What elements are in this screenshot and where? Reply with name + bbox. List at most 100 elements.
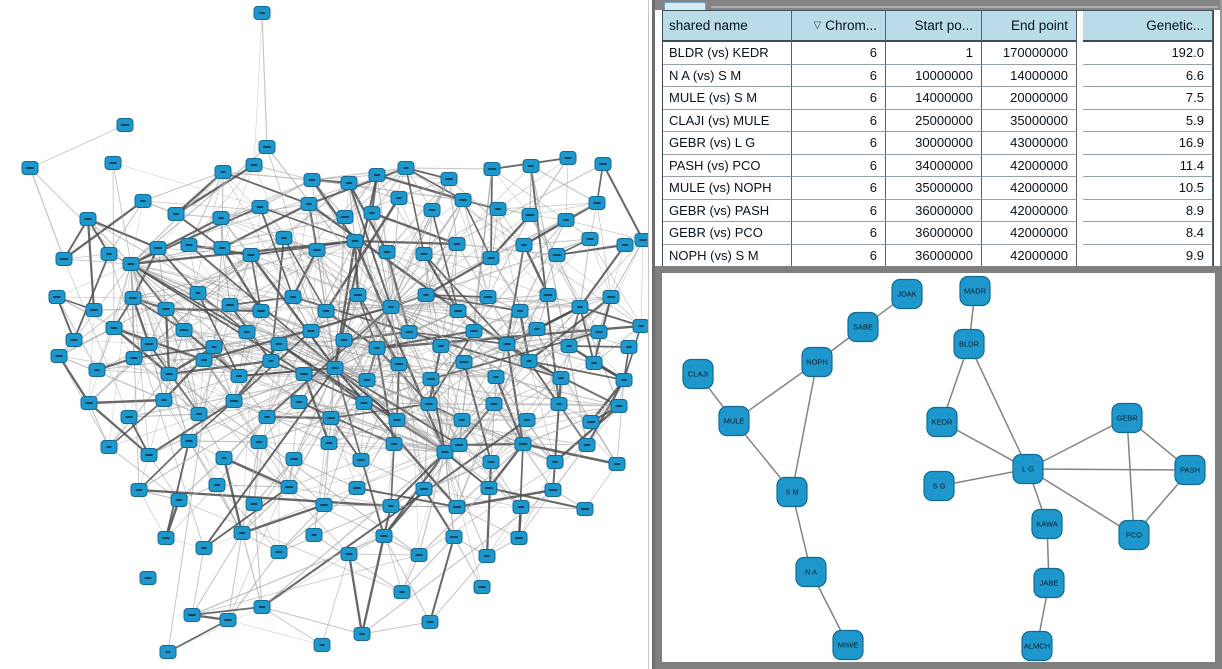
- network-node[interactable]: [258, 410, 276, 424]
- network-node-CLAJI[interactable]: CLAJI: [682, 358, 714, 390]
- network-node[interactable]: [326, 361, 344, 375]
- table-cell-chromosome[interactable]: 6: [792, 87, 886, 110]
- table-cell-start-position[interactable]: 35000000: [886, 177, 982, 200]
- network-node[interactable]: [189, 286, 207, 300]
- table-cell-start-position[interactable]: 14000000: [886, 87, 982, 110]
- network-node[interactable]: [544, 483, 562, 497]
- network-node[interactable]: [355, 396, 373, 410]
- table-cell-start-position[interactable]: 30000000: [886, 132, 982, 155]
- network-node[interactable]: [280, 480, 298, 494]
- network-node[interactable]: [230, 369, 248, 383]
- panel-divider[interactable]: [648, 0, 655, 669]
- table-cell-chromosome[interactable]: 6: [792, 64, 886, 87]
- network-node[interactable]: [55, 252, 73, 266]
- network-node[interactable]: [258, 140, 276, 154]
- network-node[interactable]: [581, 232, 599, 246]
- network-node[interactable]: [608, 457, 626, 471]
- network-node[interactable]: [417, 288, 435, 302]
- network-node[interactable]: [85, 303, 103, 317]
- network-node-SM[interactable]: S M: [776, 476, 808, 508]
- table-cell-chromosome[interactable]: 6: [792, 109, 886, 132]
- network-node[interactable]: [421, 615, 439, 629]
- network-node-BLDR[interactable]: BLDR: [953, 328, 985, 360]
- network-node[interactable]: [610, 399, 628, 413]
- network-node[interactable]: [124, 291, 142, 305]
- network-node[interactable]: [245, 497, 263, 511]
- table-cell-chromosome[interactable]: 6: [792, 222, 886, 245]
- network-node[interactable]: [546, 455, 564, 469]
- table-cell-end-point[interactable]: 42000000: [982, 177, 1077, 200]
- network-node[interactable]: [511, 304, 529, 318]
- main-network-canvas[interactable]: [0, 0, 648, 669]
- network-node[interactable]: [275, 231, 293, 245]
- table-cell-genetic-distance[interactable]: 8.4: [1083, 222, 1213, 245]
- network-node[interactable]: [100, 440, 118, 454]
- network-node[interactable]: [320, 436, 338, 450]
- network-node[interactable]: [515, 238, 533, 252]
- network-node[interactable]: [560, 339, 578, 353]
- table-cell-end-point[interactable]: 35000000: [982, 109, 1077, 132]
- network-node[interactable]: [139, 571, 157, 585]
- network-node[interactable]: [167, 207, 185, 221]
- network-node[interactable]: [410, 548, 428, 562]
- network-node[interactable]: [620, 340, 638, 354]
- table-cell-genetic-distance[interactable]: 7.5: [1083, 87, 1213, 110]
- network-node[interactable]: [213, 241, 231, 255]
- network-node[interactable]: [455, 355, 473, 369]
- network-node[interactable]: [363, 206, 381, 220]
- table-cell-chromosome[interactable]: 6: [792, 132, 886, 155]
- table-cell-chromosome[interactable]: 6: [792, 244, 886, 267]
- network-node[interactable]: [482, 455, 500, 469]
- network-node[interactable]: [552, 371, 570, 385]
- table-cell-start-position[interactable]: 1: [886, 42, 982, 65]
- network-node[interactable]: [393, 585, 411, 599]
- network-node[interactable]: [571, 300, 589, 314]
- network-node[interactable]: [450, 438, 468, 452]
- network-node[interactable]: [48, 290, 66, 304]
- network-node[interactable]: [253, 600, 271, 614]
- network-node[interactable]: [195, 541, 213, 555]
- network-node[interactable]: [616, 238, 634, 252]
- network-node[interactable]: [348, 481, 366, 495]
- network-node-LG[interactable]: L G: [1012, 453, 1044, 485]
- network-node[interactable]: [122, 257, 140, 271]
- network-node[interactable]: [305, 528, 323, 542]
- network-node[interactable]: [284, 290, 302, 304]
- table-cell-genetic-distance[interactable]: 16.9: [1083, 132, 1213, 155]
- network-node[interactable]: [559, 151, 577, 165]
- network-node-MADR[interactable]: MADR: [959, 275, 991, 307]
- table-cell-genetic-distance[interactable]: 8.9: [1083, 199, 1213, 222]
- table-cell-end-point[interactable]: 170000000: [982, 42, 1077, 65]
- network-node[interactable]: [205, 340, 223, 354]
- network-node[interactable]: [157, 302, 175, 316]
- table-cell-chromosome[interactable]: 6: [792, 42, 886, 65]
- table-cell-start-position[interactable]: 34000000: [886, 154, 982, 177]
- table-cell-end-point[interactable]: 42000000: [982, 154, 1077, 177]
- network-node[interactable]: [400, 325, 418, 339]
- table-cell-end-point[interactable]: 42000000: [982, 222, 1077, 245]
- network-node[interactable]: [160, 367, 178, 381]
- network-node[interactable]: [449, 304, 467, 318]
- table-cell-chromosome[interactable]: 6: [792, 199, 886, 222]
- table-cell-start-position[interactable]: 25000000: [886, 109, 982, 132]
- network-node[interactable]: [315, 498, 333, 512]
- network-node[interactable]: [170, 493, 188, 507]
- network-node[interactable]: [195, 353, 213, 367]
- network-node-JABE[interactable]: JABE: [1033, 567, 1065, 599]
- network-node[interactable]: [478, 549, 496, 563]
- network-node[interactable]: [382, 300, 400, 314]
- network-node-MIWE[interactable]: MIWE: [832, 629, 864, 661]
- network-node[interactable]: [104, 156, 122, 170]
- network-node[interactable]: [615, 373, 633, 387]
- network-node[interactable]: [300, 197, 318, 211]
- network-node[interactable]: [390, 357, 408, 371]
- network-node[interactable]: [225, 394, 243, 408]
- network-node[interactable]: [576, 502, 594, 516]
- network-node[interactable]: [303, 173, 321, 187]
- network-node[interactable]: [512, 500, 530, 514]
- network-node[interactable]: [358, 373, 376, 387]
- network-node[interactable]: [557, 213, 575, 227]
- network-node[interactable]: [422, 372, 440, 386]
- network-node[interactable]: [238, 325, 256, 339]
- network-node[interactable]: [520, 354, 538, 368]
